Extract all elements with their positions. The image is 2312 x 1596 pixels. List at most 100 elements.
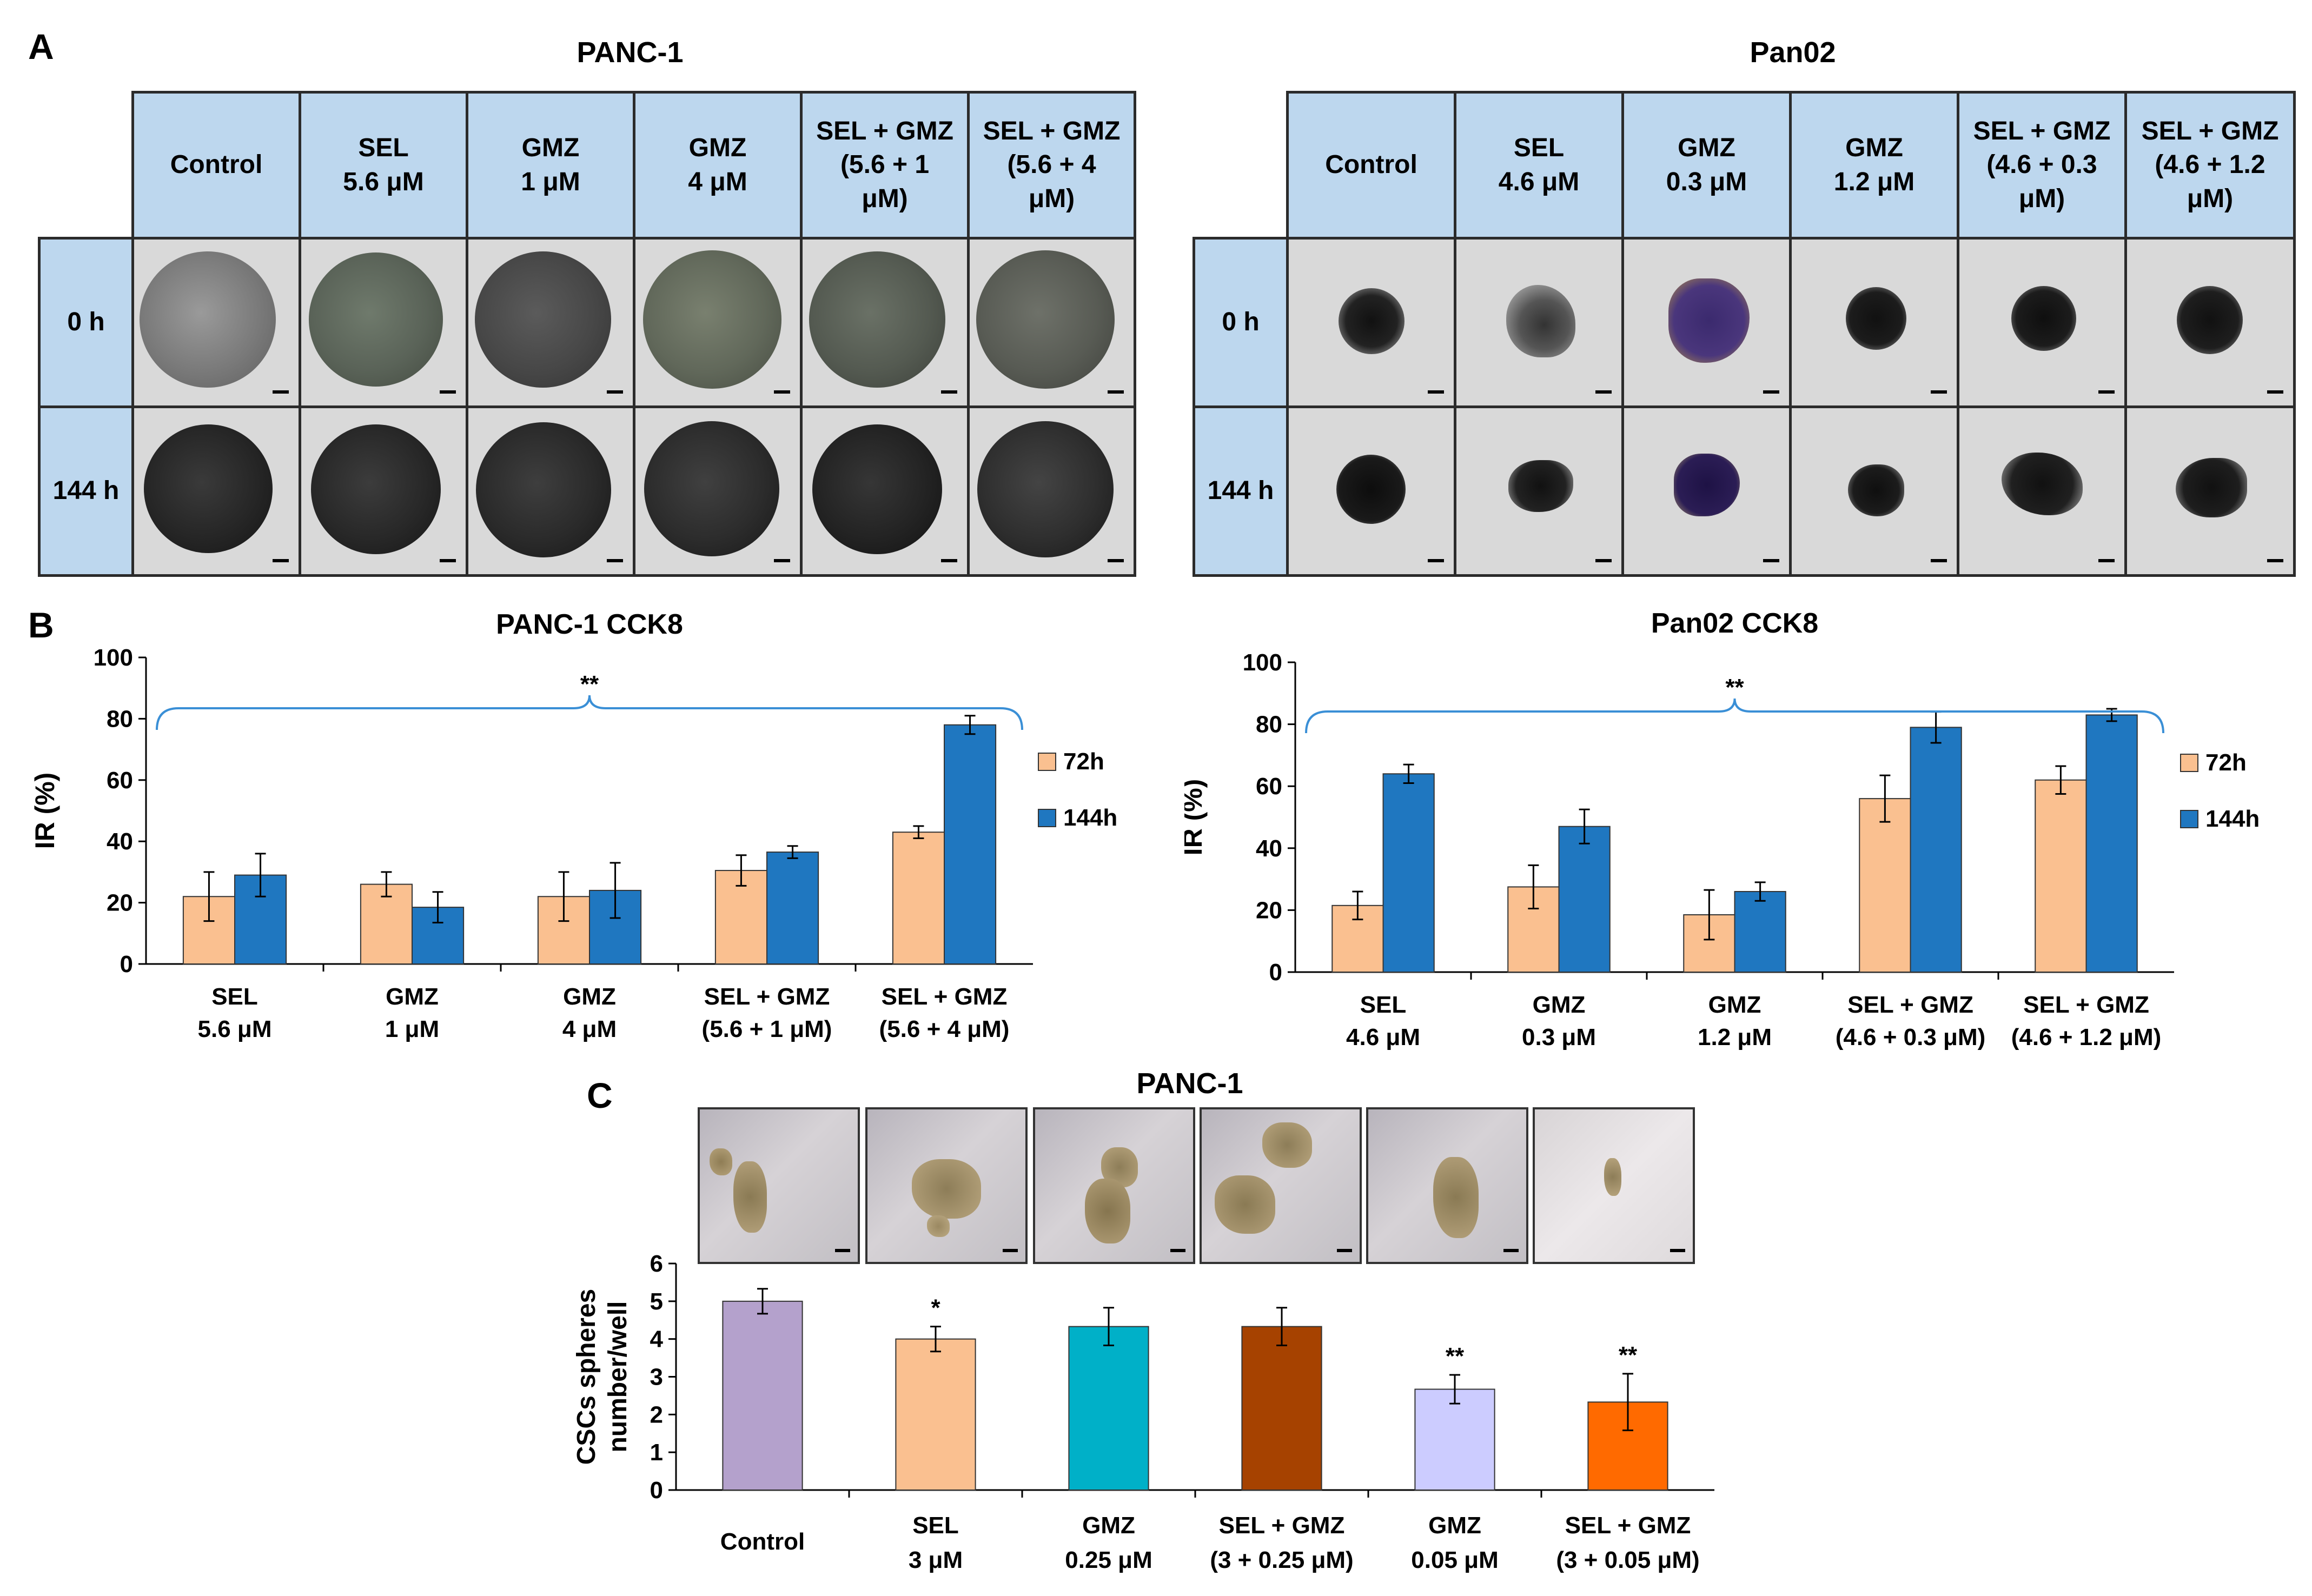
bar-72h xyxy=(2035,779,2087,973)
y-tick-label: 80 xyxy=(107,706,133,732)
bar xyxy=(722,1300,803,1491)
x-tick-label: GMZ 4 μM xyxy=(562,983,617,1042)
spheroid-image xyxy=(1286,405,1456,577)
x-tick-label: GMZ 0.25 μM xyxy=(1065,1512,1152,1573)
spheroid-image xyxy=(633,405,803,577)
legend-label: 144h xyxy=(1063,804,1117,831)
panc1-cck8-chart: PANC-1 CCK8 0 20 40 60 80 100 IR (%) SEL 5.6 μM GM… xyxy=(32,609,1117,1042)
spheroid-image xyxy=(800,405,970,577)
legend-swatch xyxy=(2180,810,2198,828)
row-header: 0 h xyxy=(38,237,134,408)
y-tick-label: 100 xyxy=(1243,649,1282,676)
csc-spheres-chart: PANC-1 0 1 2 3 4 5 6 CSCs spheres number/well Cont… xyxy=(572,1067,1714,1573)
pan02-cck8-chart: Pan02 CCK8 0 20 40 60 80 100 IR (%) SEL 4.6 μM GMZ… xyxy=(1184,608,2260,1050)
spheroid-image xyxy=(2124,237,2296,408)
y-tick-label: 0 xyxy=(1269,959,1282,986)
bar-144h xyxy=(1910,727,1962,973)
spheroid-image xyxy=(466,237,635,408)
y-tick-label: 5 xyxy=(650,1288,663,1315)
bar-144h xyxy=(1734,891,1786,973)
spheroid-image xyxy=(466,405,635,577)
x-tick-label: SEL 5.6 μM xyxy=(198,983,272,1042)
bar-72h xyxy=(1859,798,1911,973)
spheroid-image xyxy=(1957,405,2127,577)
grid-corner xyxy=(1194,92,1288,238)
column-header: GMZ 0.3 μM xyxy=(1621,91,1792,240)
significance-bracket xyxy=(156,695,1023,730)
spheroid-image xyxy=(1454,405,1624,577)
x-tick-label: SEL 4.6 μM xyxy=(1346,992,1420,1050)
column-header: GMZ 4 μM xyxy=(633,91,803,240)
x-tick-label: GMZ 1 μM xyxy=(385,983,439,1042)
y-axis-label-group: CSCs spheres number/well xyxy=(572,1289,632,1465)
bar-144h xyxy=(944,724,997,965)
y-tick-label: 40 xyxy=(107,828,133,855)
spheroid-image xyxy=(1789,405,1959,577)
bar xyxy=(1414,1388,1495,1491)
bar-72h xyxy=(892,832,945,965)
significance-label: ** xyxy=(1619,1342,1638,1368)
spheroid-image xyxy=(2124,405,2296,577)
column-header: SEL + GMZ (4.6 + 0.3 μM) xyxy=(1957,91,2127,240)
csc-sphere-image xyxy=(1033,1107,1195,1264)
spheroid-image xyxy=(967,405,1136,577)
legend-label: 144h xyxy=(2205,806,2260,832)
column-header: GMZ 1 μM xyxy=(466,91,635,240)
bar-144h xyxy=(1382,773,1435,973)
spheroid-image xyxy=(131,237,301,408)
bar-144h xyxy=(1558,826,1611,973)
legend-swatch xyxy=(1038,809,1056,827)
y-tick-label: 4 xyxy=(650,1326,664,1353)
spheroid-image xyxy=(299,405,468,577)
y-tick-label: 20 xyxy=(107,890,133,916)
row-header: 0 h xyxy=(1193,237,1289,408)
significance-bracket xyxy=(1305,698,2164,734)
y-axis-label: CSCs spheres number/well xyxy=(572,1289,632,1465)
x-tick-label: GMZ 0.05 μM xyxy=(1411,1512,1498,1573)
csc-sphere-image xyxy=(1200,1107,1362,1264)
csc-sphere-image xyxy=(698,1107,860,1264)
y-tick-label: 80 xyxy=(1256,711,1282,738)
column-header: Control xyxy=(131,91,301,240)
panel-letter-c: C xyxy=(587,1075,613,1115)
bar-144h xyxy=(766,852,819,965)
bar-144h xyxy=(2085,714,2138,973)
spheroid-image xyxy=(1621,405,1792,577)
x-tick-label: SEL + GMZ (5.6 + 1 μM) xyxy=(702,983,832,1042)
x-tick-label: SEL + GMZ (3 + 0.25 μM) xyxy=(1210,1512,1353,1573)
chart-title: PANC-1 xyxy=(1136,1067,1243,1100)
significance-label: ** xyxy=(1446,1343,1465,1369)
bar xyxy=(895,1338,976,1491)
x-tick-label: SEL + GMZ (5.6 + 4 μM) xyxy=(879,983,1010,1042)
spheroid-image xyxy=(800,237,970,408)
significance-label: ** xyxy=(1725,674,1744,701)
panel-a-right-title: Pan02 xyxy=(1750,36,1836,69)
column-header: SEL + GMZ (5.6 + 4 μM) xyxy=(967,91,1136,240)
spheroid-image xyxy=(633,237,803,408)
x-tick-label: SEL 3 μM xyxy=(909,1512,963,1573)
chart-title: PANC-1 CCK8 xyxy=(496,609,683,640)
bar xyxy=(1241,1326,1322,1491)
y-axis-label: IR (%) xyxy=(1184,779,1208,856)
y-tick-label: 0 xyxy=(650,1477,663,1504)
legend-swatch xyxy=(2180,754,2198,772)
row-header: 144 h xyxy=(1193,405,1289,577)
column-header: SEL + GMZ (4.6 + 1.2 μM) xyxy=(2124,91,2296,240)
y-tick-label: 100 xyxy=(94,644,133,671)
spheroid-image xyxy=(1957,237,2127,408)
column-header: SEL 5.6 μM xyxy=(299,91,468,240)
x-tick-label: GMZ 1.2 μM xyxy=(1698,992,1772,1050)
y-tick-label: 40 xyxy=(1256,835,1282,862)
y-tick-label: 3 xyxy=(650,1364,663,1391)
spheroid-image xyxy=(299,237,468,408)
grid-corner xyxy=(39,92,133,238)
spheroid-image xyxy=(967,237,1136,408)
column-header: GMZ 1.2 μM xyxy=(1789,91,1959,240)
spheroid-image xyxy=(1454,237,1624,408)
legend-label: 72h xyxy=(2205,749,2247,776)
y-tick-label: 6 xyxy=(650,1251,663,1277)
spheroid-image xyxy=(131,405,301,577)
panel-a-left-title: PANC-1 xyxy=(577,36,684,69)
x-tick-label: SEL + GMZ (4.6 + 1.2 μM) xyxy=(2011,992,2162,1050)
column-header: SEL + GMZ (5.6 + 1 μM) xyxy=(800,91,970,240)
